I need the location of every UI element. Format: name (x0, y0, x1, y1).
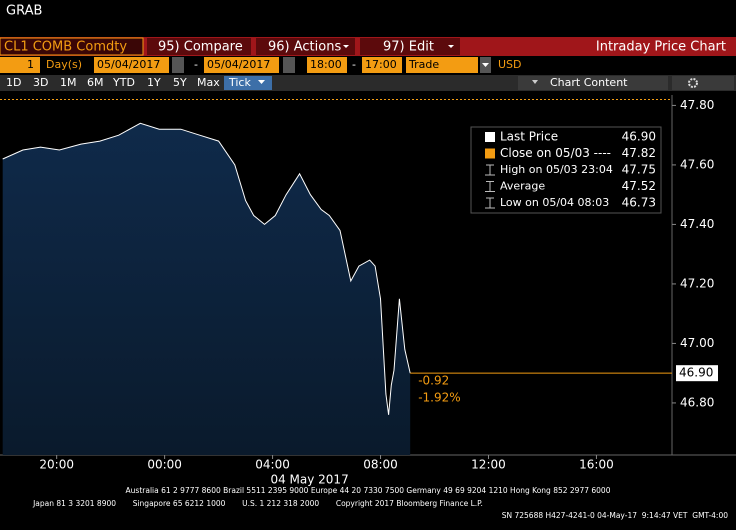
x-tick-label: 08:00 (363, 458, 398, 472)
legend-value: 46.90 (622, 130, 656, 144)
period-button[interactable]: Tick (228, 76, 251, 89)
period-button[interactable]: 6M (87, 76, 104, 89)
x-tick-label: 20:00 (39, 458, 74, 472)
period-button[interactable]: 1M (60, 76, 77, 89)
footer-line: SN 725688 H427-4241-0 04-May-17 9:14:47 … (502, 511, 728, 520)
x-tick-label: 04:00 (255, 458, 290, 472)
period-button[interactable]: YTD (112, 76, 135, 89)
period-button[interactable]: Max (197, 76, 220, 89)
x-tick-label: 16:00 (579, 458, 614, 472)
separator: - (194, 58, 198, 71)
period-button[interactable]: 5Y (173, 76, 187, 89)
toolbar-button[interactable] (518, 76, 668, 90)
start-time[interactable]: 18:00 (310, 58, 342, 71)
ticker[interactable]: CL1 COMB Comdty (4, 40, 127, 55)
legend-value: 47.75 (622, 163, 656, 177)
period-button-active[interactable] (224, 76, 272, 90)
input-box[interactable] (406, 57, 478, 73)
dropdown-arrow (482, 63, 489, 67)
price-line (2, 122, 411, 415)
start-date[interactable]: 05/04/2017 (97, 58, 160, 71)
menu-button[interactable] (256, 38, 355, 55)
date-label: 04 May 2017 (270, 473, 348, 487)
page-title: Intraday Price Chart (596, 40, 726, 55)
area (2, 123, 411, 456)
legend-value: 47.52 (622, 179, 656, 193)
footer-line: Australia 61 2 9777 8600 Brazil 5511 239… (126, 486, 611, 495)
input-box[interactable] (307, 57, 347, 73)
end-date[interactable]: 05/04/2017 (207, 58, 270, 71)
window-title: GRAB (6, 4, 42, 19)
calendar-button[interactable] (283, 57, 295, 73)
period-buttons: 1D 3D 1M 6M YTD 1Y 5Y Max Tick (6, 76, 272, 90)
legend-box (470, 126, 662, 214)
legend-value: 46.73 (622, 196, 656, 210)
menu-item[interactable]: 96) Actions (268, 40, 341, 55)
y-tick-label: 46.80 (680, 395, 714, 409)
currency: USD (498, 58, 522, 71)
x-tick-label: 12:00 (471, 458, 506, 472)
legend-symbol (485, 197, 495, 209)
last-price-label: 46.90 (679, 366, 713, 380)
legend: Last Price 46.90 Close on 05/03 ---- 47.82 H… (470, 126, 662, 214)
menu-button[interactable] (360, 38, 460, 55)
change-label: -1.92% (418, 391, 460, 405)
period-button[interactable]: 1D (6, 76, 21, 89)
footer-line: Japan 81 3 3201 8900 Singapore 65 6212 1… (32, 499, 483, 508)
legend-symbol (485, 181, 495, 192)
x-tick-label: 00:00 (147, 458, 182, 472)
legend-label: Last Price (500, 130, 558, 144)
y-tick-label: 47.80 (680, 98, 714, 112)
y-tick-label: 47.00 (680, 336, 714, 350)
separator: - (352, 58, 356, 71)
gear-icon (688, 78, 698, 88)
period-button[interactable]: 1Y (147, 76, 161, 89)
change-label: -0.92 (418, 374, 449, 388)
input-box[interactable] (362, 57, 402, 73)
chart: 46.90 -0.92 -1.92% 46.80 47.00 47.20 47.40 47.6… (0, 95, 736, 487)
input-box[interactable] (0, 57, 40, 73)
legend-swatch (485, 132, 495, 142)
legend-swatch (485, 148, 495, 159)
dropdown-arrow (532, 80, 538, 84)
chart-content[interactable]: Chart Content (550, 76, 628, 89)
dropdown-arrow (448, 45, 454, 48)
y-tick-label: 47.20 (680, 276, 714, 290)
legend-label: Close on 05/03 ---- (500, 146, 611, 160)
unit: Day(s) (46, 58, 82, 71)
end-time[interactable]: 17:00 (365, 58, 397, 71)
legend-label: High on 05/03 23:04 (500, 163, 613, 176)
ticker-box[interactable] (0, 37, 144, 56)
menu-button[interactable] (147, 38, 251, 55)
calendar-button[interactable] (172, 57, 184, 73)
legend-value: 47.82 (622, 146, 656, 160)
last-price-box (676, 365, 718, 382)
y-tick-label: 47.40 (680, 217, 714, 231)
legend-label: Low on 05/04 08:03 (500, 196, 609, 209)
input-box[interactable] (204, 57, 279, 73)
dropdown-arrow (343, 45, 349, 48)
legend-label: Average (500, 180, 545, 193)
legend-symbol (485, 164, 495, 176)
period-button[interactable]: 3D (33, 76, 48, 89)
menu-item[interactable]: 97) Edit (383, 40, 434, 55)
field[interactable]: Trade (408, 58, 439, 71)
dropdown-arrow (258, 80, 265, 84)
settings-button[interactable] (672, 76, 734, 90)
menu-item[interactable]: 95) Compare (158, 40, 243, 55)
input-box[interactable] (94, 57, 169, 73)
count[interactable]: 1 (27, 58, 34, 71)
y-tick-label: 47.60 (680, 157, 714, 171)
